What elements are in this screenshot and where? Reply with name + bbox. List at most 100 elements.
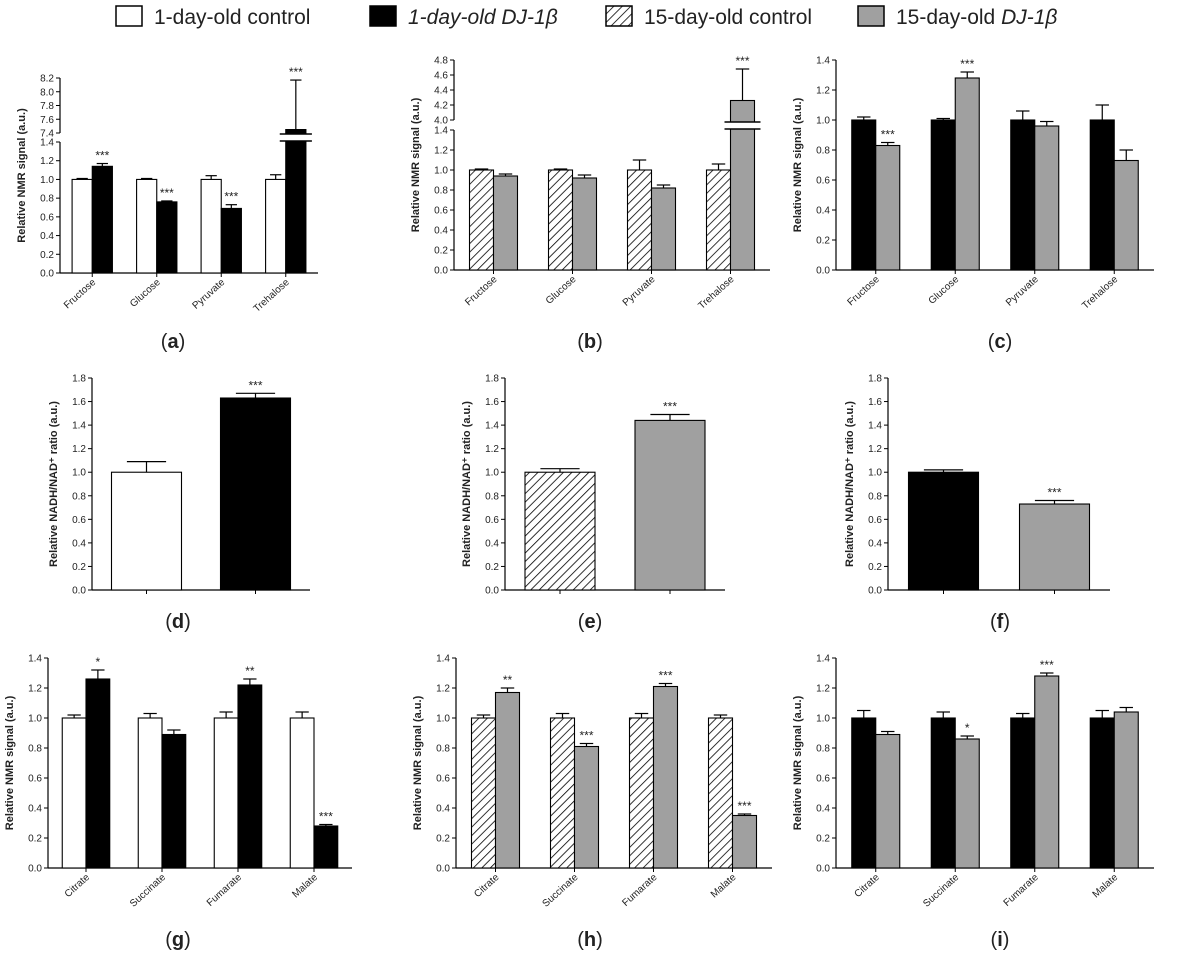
bar [875,144,901,271]
bar [237,684,263,869]
panel-g: 0.0 0.2 0.4 0.6 0.8 1.0 1.2 1.4 Relative NMR sig… [4,654,352,951]
y-tick-label: 1.0 [816,116,830,127]
y-tick-label: 0.8 [436,744,450,755]
y-tick-label: 0.2 [816,834,830,845]
y-tick-label: 0.2 [434,246,448,257]
y-tick-label: 0.6 [434,206,448,217]
y-tick-label: 1.0 [28,714,42,725]
y-tick-label: 0.8 [28,744,42,755]
bar [213,717,239,869]
y-tick-label: 8.0 [40,87,54,98]
significance-label: * [96,655,101,669]
y-tick-label: 0.4 [868,538,882,549]
y-tick-label: 0.6 [816,176,830,187]
bar [628,717,655,869]
y-axis-label: Relative NADH/NAD⁺ ratio (a.u.) [461,401,473,567]
y-tick-label: 0.8 [434,186,448,197]
panel-label: (b) [577,331,603,353]
bar [930,119,956,271]
x-tick-label: Trehalose [696,274,736,312]
y-tick-label: 4.6 [434,71,448,82]
y-tick-label: 1.2 [485,444,499,455]
y-tick-label: 0.6 [28,774,42,785]
y-tick-label: 1.4 [40,138,54,149]
y-tick-label: 1.2 [72,444,86,455]
bar [851,717,877,869]
significance-label: ** [503,673,513,687]
panel-label: (h) [577,929,603,951]
bar [1089,717,1115,869]
y-tick-label: 0.0 [868,586,882,597]
y-tick-label: 0.2 [72,562,86,573]
y-axis-label: Relative NADH/NAD⁺ ratio (a.u.) [48,401,60,567]
y-tick-label: 1.0 [816,714,830,725]
y-tick-label: 1.4 [72,421,86,432]
x-tick-label: Fumarate [205,872,244,909]
y-axis-label: Relative NMR signal (a.u.) [792,97,804,232]
bar [707,717,734,869]
legend-label-1: 1-day-old control [154,6,310,29]
y-tick-label: 0.4 [40,231,54,242]
panel-label: (i) [991,929,1010,951]
y-tick-label: 1.2 [40,156,54,167]
bar [731,814,758,869]
bar [71,178,93,274]
legend-swatch-2 [369,5,397,27]
y-tick-label: 0.0 [485,586,499,597]
y-tick-label: 0.8 [485,491,499,502]
bar [285,129,307,274]
y-axis-label: Relative NMR signal (a.u.) [16,108,28,243]
y-tick-label: 7.8 [40,101,54,112]
y-tick-label: 0.4 [816,804,830,815]
legend-label-2: 1-day-old DJ-1β [408,6,558,29]
bar [634,419,706,591]
y-tick-label: 1.4 [434,126,448,137]
y-tick-label: 0.2 [436,834,450,845]
bar [161,733,187,869]
bar [573,745,600,869]
legend-swatch-1 [115,5,143,27]
y-tick-label: 0.0 [40,269,54,280]
y-tick-label: 1.0 [40,175,54,186]
y-tick-label: 1.4 [485,421,499,432]
y-axis-label: Relative NADH/NAD⁺ ratio (a.u.) [844,401,856,567]
y-tick-label: 4.8 [434,56,448,67]
significance-label: *** [319,810,333,824]
y-tick-label: 8.2 [40,74,54,85]
y-tick-label: 1.0 [436,714,450,725]
significance-label: *** [160,186,174,200]
x-tick-label: Fumarate [620,872,659,909]
axis-break-gap [729,122,756,129]
significance-label: ** [245,664,255,678]
y-tick-label: 1.2 [28,684,42,695]
panel-e: 0.0 0.2 0.4 0.6 0.8 1.0 1.2 1.4 1.6 1.8 Relative N… [461,374,725,633]
legend-label-4: 15-day-old DJ-1β [896,6,1057,29]
bar [524,471,596,591]
bar [492,175,519,271]
y-tick-label: 4.4 [434,86,448,97]
y-tick-label: 0.2 [816,236,830,247]
bar [289,717,315,869]
x-tick-label: Malate [290,872,320,901]
y-tick-label: 1.8 [72,374,86,385]
bar [705,169,732,271]
y-tick-label: 7.6 [40,115,54,126]
y-tick-label: 0.6 [72,515,86,526]
bar [1010,717,1036,869]
y-tick-label: 0.2 [485,562,499,573]
y-axis-label: Relative NMR signal (a.u.) [792,695,804,830]
axis-break-gap [284,134,307,141]
x-tick-label: Malate [1091,872,1121,901]
significance-label: *** [224,190,238,204]
significance-label: *** [960,57,974,71]
y-tick-label: 0.6 [485,515,499,526]
x-tick-label: Citrate [472,872,502,900]
y-tick-label: 1.8 [868,374,882,385]
bar [313,825,339,869]
x-tick-label: Citrate [853,872,883,900]
y-tick-label: 0.8 [816,744,830,755]
y-tick-label: 1.0 [434,166,448,177]
legend: 1-day-old control 1-day-old DJ-1β 15-day-o… [115,5,1057,29]
panel-a: 0.0 0.2 0.4 0.6 0.8 1.0 1.2 1.47.4 7.6 7.8 8.0 8.2 R… [16,65,318,353]
x-tick-label: Fructose [845,274,882,308]
